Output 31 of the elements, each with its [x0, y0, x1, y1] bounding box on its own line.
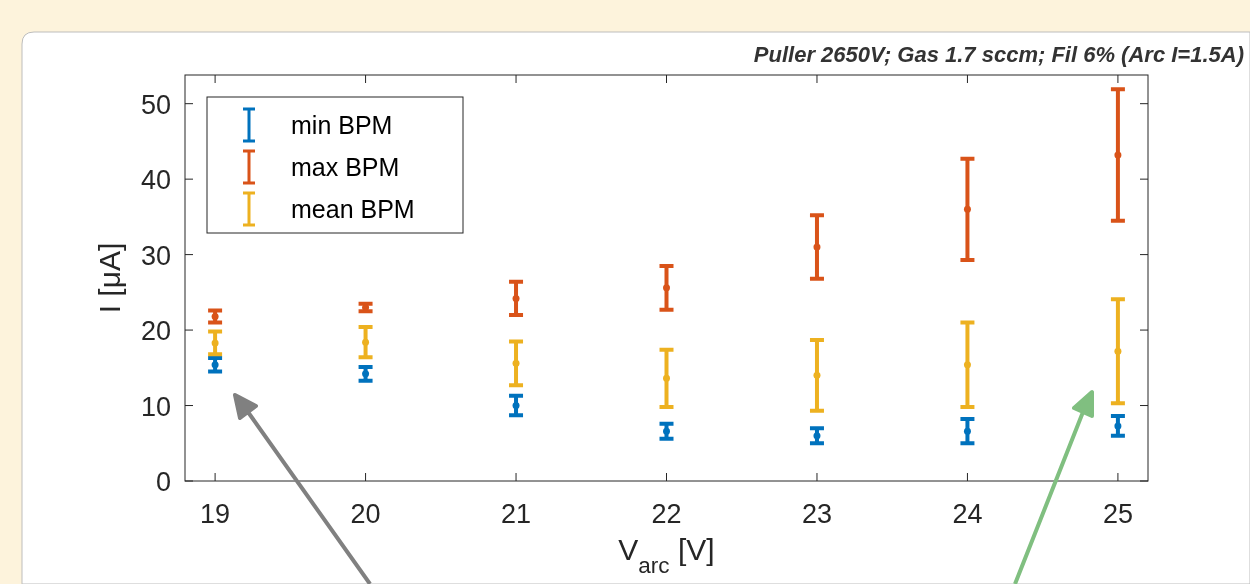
y-tick-label: 0 [155, 467, 171, 497]
x-tick-label: 24 [952, 499, 983, 529]
y-tick-label: 40 [140, 165, 171, 196]
point [512, 294, 520, 302]
point [512, 359, 520, 367]
point [963, 205, 971, 213]
chart-title: Puller 2650V; Gas 1.7 sccm; Fil 6% (Arc I=1.5A) [753, 42, 1244, 67]
y-axis-title: I [μA] [93, 242, 126, 314]
y-tick-label: 10 [140, 391, 171, 422]
point [211, 339, 219, 347]
legend-label: min BPM [291, 111, 393, 139]
point [362, 338, 370, 346]
legend-label: mean BPM [291, 195, 415, 223]
y-tick-label: 50 [140, 89, 171, 120]
y-tick-label: 30 [140, 240, 171, 271]
point [1114, 151, 1122, 159]
point [1114, 347, 1122, 355]
y-tick-label: 20 [140, 316, 171, 347]
x-axis-title: V$_{arc}$ [V] [618, 533, 715, 578]
point [813, 243, 821, 251]
x-tick-label: 21 [501, 499, 532, 529]
point [663, 284, 670, 292]
x-tick-label: 25 [1102, 499, 1133, 529]
point [963, 361, 971, 369]
x-tick-label: 23 [801, 499, 832, 529]
x-tick-label: 20 [350, 499, 381, 529]
point [663, 374, 670, 382]
point [813, 371, 821, 379]
legend-label: max BPM [291, 153, 400, 181]
x-tick-label: 19 [200, 499, 231, 529]
x-tick-label: 22 [651, 499, 682, 529]
